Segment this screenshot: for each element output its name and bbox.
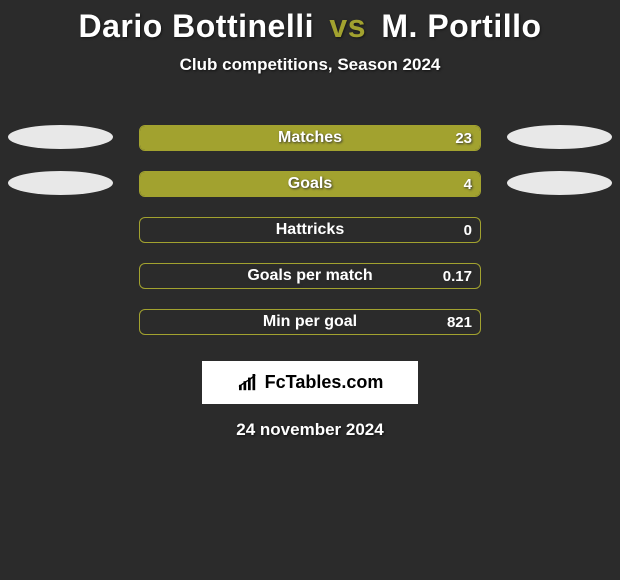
stat-row: Goals4 bbox=[0, 159, 620, 205]
stat-value: 821 bbox=[447, 310, 472, 334]
stat-row: Goals per match0.17 bbox=[0, 251, 620, 297]
stat-bar: Matches23 bbox=[139, 125, 481, 151]
player2-name: M. Portillo bbox=[381, 8, 541, 44]
stat-value: 0.17 bbox=[443, 264, 472, 288]
stat-rows: Matches23 Goals4 Hattricks0 Goals per match… bbox=[0, 113, 620, 343]
right-ellipse bbox=[507, 171, 612, 195]
logo-suffix: Tables.com bbox=[286, 372, 384, 392]
stat-bar: Goals per match0.17 bbox=[139, 263, 481, 289]
stat-value: 0 bbox=[464, 218, 472, 242]
stat-label: Min per goal bbox=[140, 310, 480, 334]
stat-row: Matches23 bbox=[0, 113, 620, 159]
stat-bar: Hattricks0 bbox=[139, 217, 481, 243]
stat-bar: Goals4 bbox=[139, 171, 481, 197]
stat-row: Hattricks0 bbox=[0, 205, 620, 251]
logo-text: FcTables.com bbox=[265, 372, 384, 393]
stat-label: Goals bbox=[140, 172, 480, 196]
bar-chart-icon bbox=[237, 374, 259, 392]
stat-label: Hattricks bbox=[140, 218, 480, 242]
left-ellipse bbox=[8, 171, 113, 195]
stat-label: Matches bbox=[140, 126, 480, 150]
subtitle: Club competitions, Season 2024 bbox=[0, 55, 620, 75]
stat-row: Min per goal821 bbox=[0, 297, 620, 343]
stat-label: Goals per match bbox=[140, 264, 480, 288]
stat-bar: Min per goal821 bbox=[139, 309, 481, 335]
left-ellipse bbox=[8, 125, 113, 149]
player1-name: Dario Bottinelli bbox=[78, 8, 314, 44]
snapshot-date: 24 november 2024 bbox=[0, 420, 620, 440]
vs-label: vs bbox=[329, 8, 366, 44]
fctables-logo: FcTables.com bbox=[202, 361, 418, 404]
stat-value: 23 bbox=[455, 126, 472, 150]
logo-prefix: Fc bbox=[265, 372, 286, 392]
comparison-title: Dario Bottinelli vs M. Portillo bbox=[0, 0, 620, 45]
stat-value: 4 bbox=[464, 172, 472, 196]
right-ellipse bbox=[507, 125, 612, 149]
